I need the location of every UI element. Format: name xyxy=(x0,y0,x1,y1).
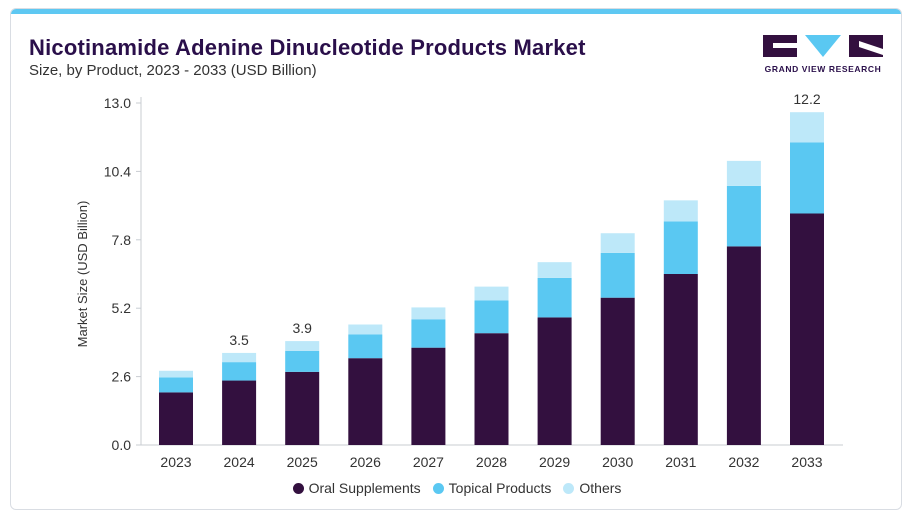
logo-mark-icon xyxy=(763,35,883,57)
x-tick-label: 2027 xyxy=(413,454,444,470)
data-label-2033: 12.2 xyxy=(793,91,820,107)
data-label-2025: 3.9 xyxy=(292,320,312,336)
y-tick-label: 2.6 xyxy=(112,369,132,385)
x-tick-label: 2023 xyxy=(160,454,191,470)
legend-dot-icon xyxy=(432,483,444,494)
bar-oral-supplements-2030 xyxy=(600,297,635,445)
bar-topical-products-2026 xyxy=(348,334,383,359)
bar-others-2031 xyxy=(663,200,698,222)
bar-others-2024 xyxy=(222,352,257,363)
y-tick-label: 0.0 xyxy=(112,437,132,453)
bar-oral-supplements-2023 xyxy=(159,392,193,445)
bar-topical-products-2029 xyxy=(537,277,572,318)
legend-dot-icon xyxy=(563,483,575,494)
bar-oral-supplements-2029 xyxy=(537,317,572,445)
legend-label: Topical Products xyxy=(448,480,552,496)
y-tick-label: 5.2 xyxy=(112,300,132,316)
legend-label: Others xyxy=(579,480,622,496)
chart-card: Nicotinamide Adenine Dinucleotide Produc… xyxy=(10,8,902,510)
grand-view-research-logo: GRAND VIEW RESEARCH xyxy=(759,33,887,79)
chart-subtitle: Size, by Product, 2023 - 2033 (USD Billi… xyxy=(29,62,317,79)
bar-oral-supplements-2025 xyxy=(285,371,320,445)
bar-oral-supplements-2032 xyxy=(726,246,761,445)
chart-title: Nicotinamide Adenine Dinucleotide Produc… xyxy=(29,35,586,60)
bar-others-2028 xyxy=(474,286,509,301)
legend-item-topical-products: Topical Products xyxy=(432,480,552,496)
bar-topical-products-2027 xyxy=(411,319,446,348)
bar-oral-supplements-2031 xyxy=(663,274,698,445)
bar-topical-products-2023 xyxy=(159,377,193,393)
legend-item-oral-supplements: Oral Supplements xyxy=(292,480,421,496)
bar-oral-supplements-2027 xyxy=(411,347,446,445)
bar-oral-supplements-2026 xyxy=(348,358,383,445)
chart-legend: Oral Supplements Topical Products Others xyxy=(11,480,901,496)
bar-topical-products-2024 xyxy=(222,362,257,381)
x-tick-label: 2030 xyxy=(602,454,633,470)
bar-oral-supplements-2028 xyxy=(474,333,509,445)
bar-others-2030 xyxy=(600,233,635,253)
data-label-2024: 3.5 xyxy=(229,332,249,348)
legend-item-others: Others xyxy=(563,480,621,496)
bar-topical-products-2028 xyxy=(474,300,509,334)
bar-others-2029 xyxy=(537,262,572,278)
x-tick-label: 2029 xyxy=(539,454,570,470)
bar-oral-supplements-2024 xyxy=(222,380,257,445)
stacked-bar-chart: 0.0 2.6 5.2 7.8 10.4 13.0 Market Size (USD Bil… xyxy=(75,91,843,470)
logo-text: GRAND VIEW RESEARCH xyxy=(764,64,882,74)
x-tick-label: 2031 xyxy=(665,454,696,470)
x-tick-label: 2028 xyxy=(476,454,507,470)
x-tick-label: 2024 xyxy=(224,454,255,470)
bar-topical-products-2033 xyxy=(790,142,824,214)
bar-others-2023 xyxy=(159,370,193,378)
x-tick-label: 2033 xyxy=(791,454,822,470)
bar-topical-products-2030 xyxy=(600,252,635,298)
legend-label: Oral Supplements xyxy=(308,480,421,496)
y-tick-label: 7.8 xyxy=(112,232,132,248)
bar-topical-products-2031 xyxy=(663,221,698,274)
accent-bar xyxy=(11,9,901,14)
x-tick-label: 2032 xyxy=(728,454,759,470)
x-tick-label: 2026 xyxy=(350,454,381,470)
bar-others-2025 xyxy=(285,341,320,351)
bar-others-2026 xyxy=(348,324,383,335)
bar-topical-products-2025 xyxy=(285,350,320,372)
x-tick-label: 2025 xyxy=(287,454,318,470)
y-tick-label: 10.4 xyxy=(104,163,131,179)
legend-dot-icon xyxy=(292,483,304,494)
y-axis-label: Market Size (USD Billion) xyxy=(75,201,90,348)
bar-topical-products-2032 xyxy=(726,185,761,247)
bar-oral-supplements-2033 xyxy=(790,213,824,445)
bar-others-2027 xyxy=(411,307,446,320)
bar-others-2033 xyxy=(790,112,824,143)
bar-others-2032 xyxy=(726,160,761,186)
y-tick-label: 13.0 xyxy=(104,95,131,111)
